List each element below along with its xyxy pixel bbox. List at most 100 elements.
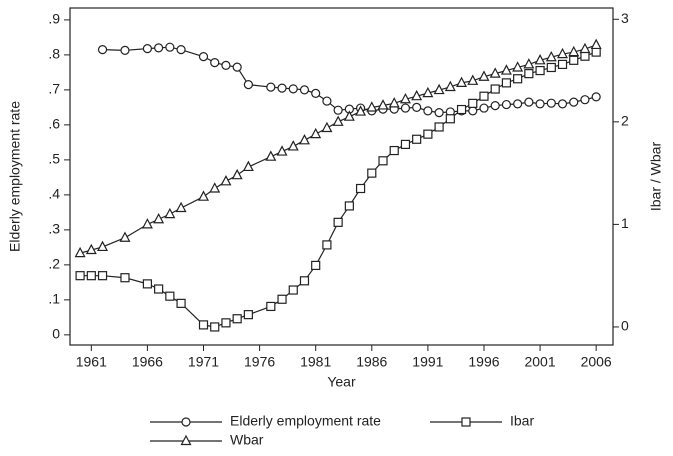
marker xyxy=(501,78,512,88)
legend-marker xyxy=(181,417,191,427)
marker xyxy=(400,103,411,113)
x-tick-label: 1986 xyxy=(356,354,387,370)
x-tick-label: 1981 xyxy=(300,354,331,370)
marker xyxy=(232,62,242,72)
marker xyxy=(299,276,310,286)
y2-tick-label: 1 xyxy=(621,215,629,231)
marker xyxy=(590,38,602,50)
marker xyxy=(243,80,253,90)
marker xyxy=(299,85,310,95)
marker xyxy=(389,145,399,156)
marker xyxy=(524,69,534,79)
marker xyxy=(75,271,85,281)
y-axis-title: Elderly employment rate xyxy=(7,101,23,252)
marker xyxy=(198,320,209,330)
marker xyxy=(367,168,377,178)
y-tick-label: .8 xyxy=(48,46,60,62)
marker xyxy=(478,70,490,81)
marker xyxy=(513,74,523,84)
x-tick-label: 1976 xyxy=(244,354,275,370)
marker xyxy=(444,80,456,92)
marker xyxy=(266,301,276,312)
marker xyxy=(97,45,108,55)
marker xyxy=(411,89,423,101)
marker xyxy=(322,96,332,106)
marker xyxy=(344,201,354,211)
marker xyxy=(412,102,422,112)
marker xyxy=(221,318,231,328)
marker xyxy=(154,284,164,294)
x-tick-label: 2006 xyxy=(581,354,612,370)
marker xyxy=(333,217,343,227)
marker xyxy=(277,294,287,304)
marker xyxy=(266,82,276,92)
marker xyxy=(534,54,546,65)
marker xyxy=(546,62,556,73)
plot-frame xyxy=(69,7,614,346)
marker xyxy=(311,260,321,271)
marker xyxy=(355,105,367,116)
marker xyxy=(388,97,400,108)
marker xyxy=(579,42,591,54)
marker xyxy=(580,95,590,105)
marker xyxy=(210,57,220,68)
marker xyxy=(535,65,545,76)
marker xyxy=(468,106,478,116)
marker xyxy=(141,218,153,229)
marker xyxy=(265,150,277,161)
marker xyxy=(198,190,210,201)
y-tick-label: .7 xyxy=(48,81,60,97)
marker xyxy=(298,134,310,145)
legend-label: Elderly employment rate xyxy=(230,413,381,429)
y-tick-label: .2 xyxy=(48,256,60,272)
marker xyxy=(546,98,556,108)
marker xyxy=(535,99,545,109)
legend-label: Ibar xyxy=(510,413,534,429)
marker xyxy=(399,92,411,104)
marker xyxy=(175,201,187,213)
marker xyxy=(355,183,366,194)
marker xyxy=(569,97,579,107)
marker xyxy=(456,104,467,115)
marker xyxy=(557,47,569,59)
marker xyxy=(568,45,580,57)
legend-label: Wbar xyxy=(230,432,264,448)
marker xyxy=(288,285,298,295)
marker xyxy=(276,145,288,156)
marker xyxy=(333,105,343,115)
marker xyxy=(120,45,130,55)
marker xyxy=(97,240,109,252)
marker xyxy=(423,106,433,116)
marker xyxy=(580,51,590,61)
marker xyxy=(569,55,579,65)
marker xyxy=(321,121,333,133)
marker xyxy=(490,101,500,111)
marker xyxy=(422,86,434,98)
x-tick-label: 1971 xyxy=(188,354,219,370)
marker xyxy=(242,160,254,172)
y-tick-label: .9 xyxy=(48,11,60,27)
marker xyxy=(210,322,220,332)
y2-tick-label: 2 xyxy=(621,113,629,129)
x-axis-title: Year xyxy=(327,374,356,390)
marker xyxy=(468,98,478,108)
marker xyxy=(85,243,97,255)
marker xyxy=(479,103,489,113)
marker xyxy=(287,140,299,151)
x-tick-label: 2001 xyxy=(524,354,555,370)
marker xyxy=(378,156,388,166)
marker xyxy=(86,271,96,281)
marker xyxy=(513,99,523,109)
marker xyxy=(524,97,534,107)
y-tick-label: .4 xyxy=(48,186,60,202)
marker xyxy=(332,115,344,126)
marker xyxy=(119,231,131,242)
marker xyxy=(423,129,433,139)
marker xyxy=(142,279,153,289)
marker xyxy=(557,99,568,109)
marker xyxy=(97,271,108,281)
marker xyxy=(288,84,298,94)
marker xyxy=(164,207,176,219)
marker xyxy=(311,88,321,98)
